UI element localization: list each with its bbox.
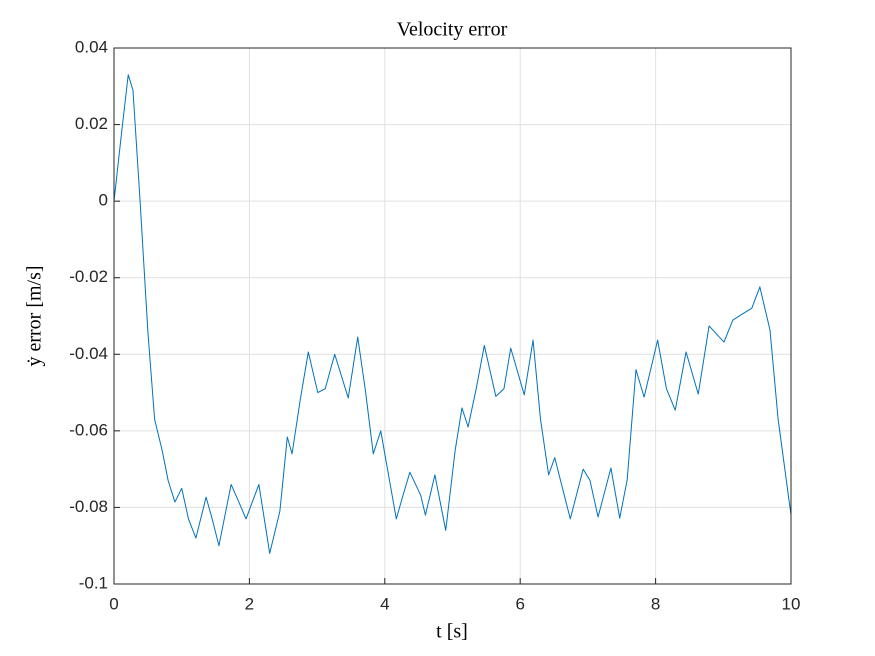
x-tick-label: 6 xyxy=(515,594,524,613)
y-tick-label: 0 xyxy=(99,191,108,210)
y-tick-label: -0.1 xyxy=(79,573,108,592)
plot-area xyxy=(114,48,791,584)
x-tick-label: 8 xyxy=(651,594,660,613)
y-tick-label: 0.04 xyxy=(75,37,108,56)
y-tick-label: 0.02 xyxy=(75,114,108,133)
y-tick-label: -0.04 xyxy=(69,344,108,363)
chart-title: Velocity error xyxy=(397,19,508,41)
data-line xyxy=(113,74,792,554)
y-axis-label: ẏ error [m/s] xyxy=(24,265,46,366)
y-tick-label: -0.08 xyxy=(69,497,108,516)
axes-box xyxy=(113,47,792,585)
x-tick-label: 2 xyxy=(245,594,254,613)
x-tick-label: 4 xyxy=(380,594,389,613)
x-tick-label: 0 xyxy=(109,594,118,613)
x-axis-label: t [s] xyxy=(436,621,468,643)
y-tick-label: -0.02 xyxy=(69,267,108,286)
y-tick-label: -0.06 xyxy=(69,420,108,439)
x-tick-label: 10 xyxy=(782,594,801,613)
